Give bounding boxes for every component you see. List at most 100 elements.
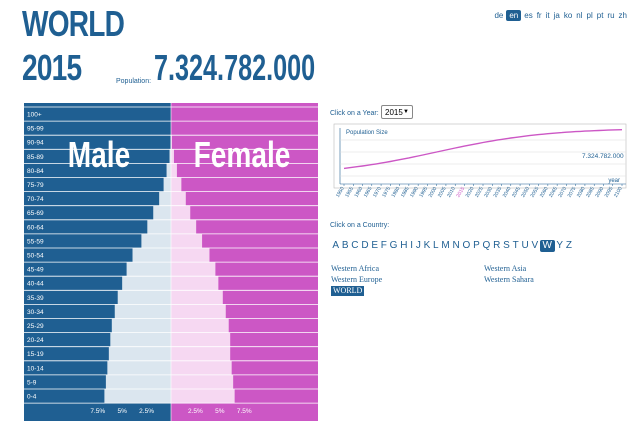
age-group-label: 50-54 [27, 253, 44, 260]
country-link[interactable]: Western Europe [331, 275, 383, 284]
age-group-label: 100+ [27, 112, 42, 119]
year-select[interactable]: 2015 ▼ [381, 105, 413, 119]
language-ru[interactable]: ru [607, 11, 615, 20]
female-population-area [171, 107, 235, 404]
page-title: WORLD [22, 3, 125, 44]
x-axis-label: year [608, 178, 620, 184]
x-tick-label[interactable]: 2085 [585, 186, 596, 199]
age-group-label: 35-39 [27, 295, 44, 302]
language-nl[interactable]: nl [576, 11, 583, 20]
male-population-area [104, 107, 171, 404]
age-group-label: 45-49 [27, 267, 44, 274]
x-tick-label[interactable]: 2005 [437, 186, 448, 199]
x-tick-label[interactable]: 1960 [353, 186, 364, 199]
country-link[interactable]: Western Sahara [484, 275, 534, 284]
letter-t[interactable]: T [512, 240, 519, 251]
language-es[interactable]: es [524, 11, 533, 20]
letter-d[interactable]: D [361, 240, 369, 251]
letter-i[interactable]: I [410, 240, 414, 251]
axis-tick-label: 5% [117, 408, 127, 415]
population-line-chart: Population Size 7.324.782.000 year 19501955… [333, 123, 627, 199]
letter-w[interactable]: W [539, 240, 555, 252]
letter-k[interactable]: K [423, 240, 431, 251]
chevron-down-icon: ▼ [403, 109, 409, 115]
axis-tick-label: 7.5% [237, 408, 252, 415]
country-link[interactable]: WORLD [331, 286, 365, 296]
letter-s[interactable]: S [503, 240, 510, 251]
letter-z[interactable]: Z [565, 240, 572, 251]
letter-b[interactable]: B [341, 240, 349, 251]
x-tick-label[interactable]: 2030 [483, 186, 494, 199]
letter-n[interactable]: N [452, 240, 460, 251]
x-tick-label[interactable]: 2070 [557, 186, 568, 199]
age-group-label: 0-4 [27, 394, 37, 401]
x-tick-label[interactable]: 2035 [492, 186, 503, 199]
x-tick-label[interactable]: 2060 [539, 186, 550, 199]
language-it[interactable]: it [545, 11, 550, 20]
language-pt[interactable]: pt [596, 11, 604, 20]
letter-m[interactable]: M [441, 240, 450, 251]
axis-tick-label: 2.5% [139, 408, 154, 415]
x-tick-label[interactable]: 1955 [344, 186, 355, 199]
x-tick-label[interactable]: 2040 [502, 186, 513, 199]
x-tick-label[interactable]: 1950 [335, 186, 346, 199]
letter-a[interactable]: A [332, 240, 340, 251]
language-zh[interactable]: zh [618, 11, 627, 20]
population-pyramid: 100+ 95-99 90-94 85-89 80-84 75-79 70-74 65-69 6… [24, 103, 318, 421]
letter-h[interactable]: H [400, 240, 408, 251]
letter-q[interactable]: Q [482, 240, 491, 251]
letter-y[interactable]: Y [556, 240, 564, 251]
language-de[interactable]: de [494, 11, 504, 20]
language-ko[interactable]: ko [563, 11, 573, 20]
x-tick-label[interactable]: 2010 [446, 186, 457, 199]
language-ja[interactable]: ja [553, 11, 560, 20]
letter-g[interactable]: G [389, 240, 398, 251]
language-pl[interactable]: pl [586, 11, 593, 20]
age-group-label: 5-9 [27, 379, 37, 386]
x-tick-label[interactable]: 1980 [391, 186, 402, 199]
x-tick-label[interactable]: 2020 [465, 186, 476, 199]
x-tick-label[interactable]: 2000 [428, 186, 439, 199]
x-tick-label[interactable]: 1975 [381, 186, 392, 199]
x-tick-label[interactable]: 2075 [567, 186, 578, 199]
population-series-line [343, 129, 623, 170]
letter-p[interactable]: P [473, 240, 480, 251]
axis-tick-label: 2.5% [188, 408, 203, 415]
male-label: Male [68, 135, 130, 175]
x-tick-label[interactable]: 2080 [576, 186, 587, 199]
x-tick-label[interactable]: 1985 [400, 186, 411, 199]
letter-c[interactable]: C [351, 240, 359, 251]
letter-e[interactable]: E [371, 240, 378, 251]
x-tick-label[interactable]: 1965 [363, 186, 374, 199]
letter-r[interactable]: R [493, 240, 501, 251]
x-tick-label[interactable]: 1995 [418, 186, 429, 199]
country-link[interactable]: Western Africa [331, 264, 379, 273]
x-tick-label[interactable]: 2090 [594, 186, 605, 199]
country-link[interactable]: Western Asia [484, 264, 527, 273]
x-tick-label[interactable]: 2055 [530, 186, 541, 199]
x-tick-label[interactable]: 2095 [604, 186, 615, 199]
language-en[interactable]: en [506, 10, 522, 21]
letter-l[interactable]: L [433, 240, 439, 251]
x-tick-label[interactable]: 2065 [548, 186, 559, 199]
x-tick-label[interactable]: 2050 [520, 186, 531, 199]
letter-o[interactable]: O [462, 240, 471, 251]
letter-f[interactable]: F [380, 240, 387, 251]
letter-u[interactable]: U [521, 240, 529, 251]
x-tick-label[interactable]: 2045 [511, 186, 522, 199]
language-switcher: de en es fr it ja ko nl pl pt ru zh [493, 10, 628, 21]
x-tick-label[interactable]: 2015 [455, 186, 466, 199]
age-group-label: 55-59 [27, 238, 44, 245]
age-group-label: 30-34 [27, 309, 44, 316]
x-tick-label[interactable]: 1990 [409, 186, 420, 199]
age-group-label: 70-74 [27, 196, 44, 203]
age-group-label: 75-79 [27, 182, 44, 189]
x-tick-label[interactable]: 2100 [613, 186, 624, 199]
language-fr[interactable]: fr [536, 11, 542, 20]
letter-v[interactable]: V [531, 240, 539, 251]
age-group-label: 60-64 [27, 224, 44, 231]
x-tick-label[interactable]: 1970 [372, 186, 383, 199]
year-select-value: 2015 [385, 107, 403, 117]
letter-j[interactable]: J [415, 240, 421, 251]
x-tick-label[interactable]: 2025 [474, 186, 485, 199]
